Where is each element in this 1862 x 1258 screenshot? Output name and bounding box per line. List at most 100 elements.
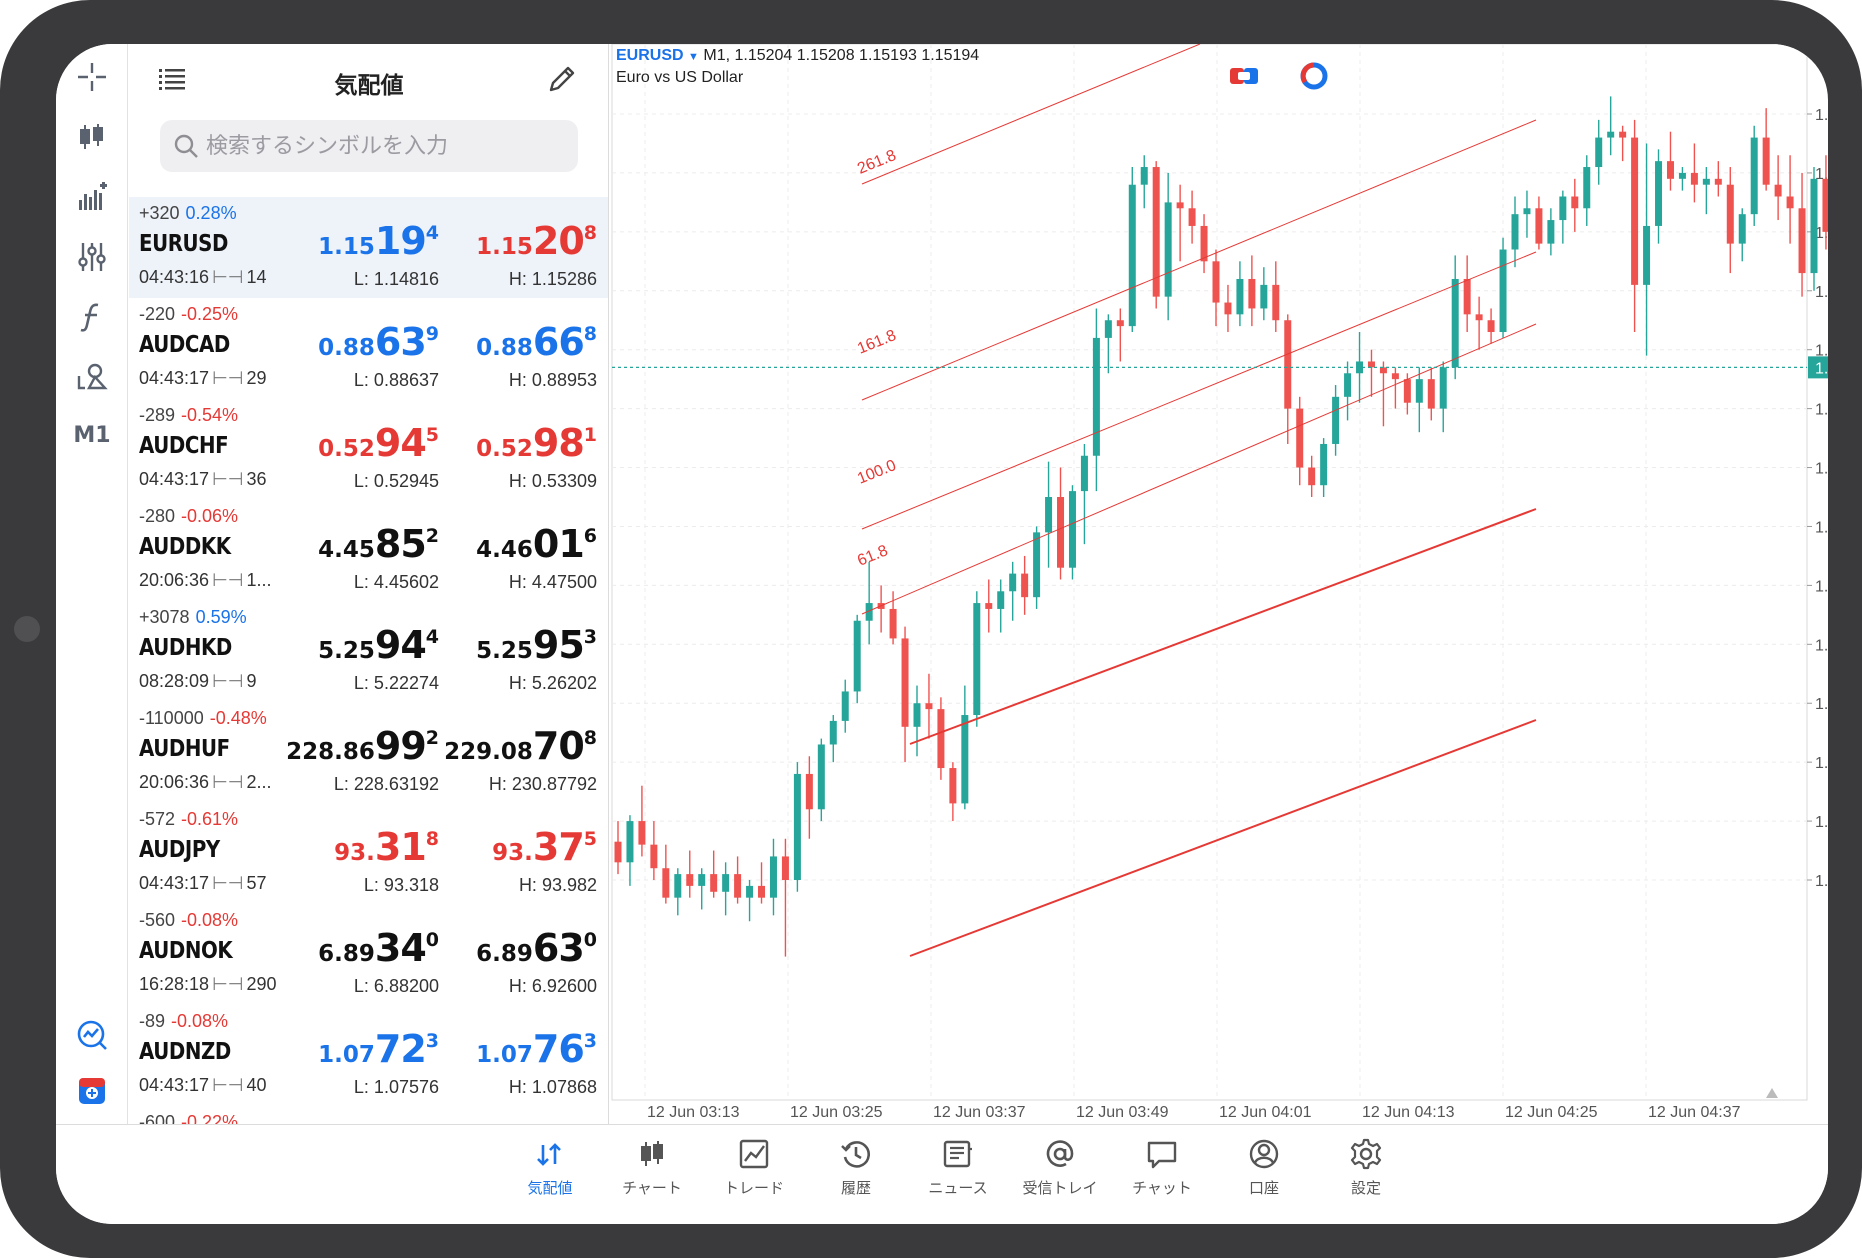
bid-price[interactable]: 0.88639 [318, 320, 439, 364]
bid-price[interactable]: 93.318 [334, 825, 439, 869]
bid-price-prefix: 4.45 [318, 537, 375, 563]
list-icon[interactable] [155, 64, 189, 94]
candle-body [1045, 497, 1053, 533]
quote-row[interactable]: -560 -0.08% AUDNOK 16:28:18 ⊢⊣ 290 6.89340 6.89… [129, 904, 608, 1005]
tab-mailbox-at[interactable]: 受信トレイ [1012, 1137, 1108, 1207]
x-tick-label: 12 Jun 04:37 [1648, 1104, 1741, 1121]
bid-price[interactable]: 4.45852 [318, 522, 439, 566]
current-price-badge [1808, 356, 1828, 379]
quote-row[interactable]: -280 -0.06% AUDDKK 20:06:36 ⊢⊣ 1... 4.45852 4.4… [129, 500, 608, 601]
ask-price[interactable]: 0.52981 [476, 421, 597, 465]
candle-body [1702, 178, 1710, 185]
quote-change: -600 -0.22% [139, 1112, 238, 1124]
settings-sliders-icon[interactable] [56, 230, 128, 284]
candle-body [1068, 491, 1076, 568]
bid-price[interactable]: 1.07723 [318, 1027, 439, 1071]
tab-quotes-arrows[interactable]: 気配値 [502, 1137, 598, 1207]
quote-time: 04:43:17 ⊢⊣ 40 [139, 1075, 266, 1096]
bid-price-fraction: 4 [425, 626, 439, 648]
candle-body [1403, 379, 1411, 403]
tab-label: ニュース [928, 1180, 988, 1197]
symbol-search-box[interactable] [160, 120, 578, 172]
ask-price[interactable]: 4.46016 [476, 522, 597, 566]
quote-low: L: 1.14816 [353, 269, 439, 289]
tab-news[interactable]: ニュース [910, 1137, 1006, 1207]
ask-price[interactable]: 1.07763 [476, 1027, 597, 1071]
quote-high: H: 0.88953 [508, 370, 597, 390]
candle-body [1535, 208, 1543, 244]
function-icon[interactable] [56, 290, 128, 344]
x-tick-label: 12 Jun 04:25 [1505, 1104, 1598, 1121]
candle-body [1822, 178, 1828, 232]
quote-high: H: 1.15286 [508, 269, 597, 289]
spread-icon: ⊢⊣ [212, 368, 244, 388]
bid-price-fraction: 2 [425, 525, 439, 547]
history-clock-icon [841, 1141, 870, 1168]
bid-price-fraction: 4 [425, 222, 439, 244]
ask-price[interactable]: 229.08708 [444, 724, 597, 768]
bid-price-fraction: 9 [425, 323, 439, 345]
bid-price[interactable]: 6.89340 [318, 926, 439, 970]
candlestick-icon[interactable] [56, 110, 128, 164]
current-price-label: 1.15194 [1815, 360, 1828, 377]
bid-price[interactable]: 0.52945 [318, 421, 439, 465]
quote-row[interactable]: +320 0.28% EURUSD 04:43:16 ⊢⊣ 14 1.15194 1.1520… [129, 197, 608, 298]
y-tick-label: 1.15020 [1815, 873, 1828, 890]
tab-settings-gear[interactable]: 設定 [1318, 1137, 1414, 1207]
depth-of-market-icon[interactable] [1296, 58, 1332, 94]
candle-body [769, 856, 777, 898]
quote-high: H: 4.47500 [508, 572, 597, 592]
ask-price[interactable]: 1.15208 [476, 219, 597, 263]
quote-change: -89 -0.08% [139, 1011, 228, 1032]
spread-icon: ⊢⊣ [212, 1075, 244, 1095]
tab-trade-graph[interactable]: トレード [706, 1137, 802, 1207]
quote-row[interactable]: -289 -0.54% AUDCHF 04:43:17 ⊢⊣ 36 0.52945 0.529… [129, 399, 608, 500]
quote-row[interactable]: -220 -0.25% AUDCAD 04:43:17 ⊢⊣ 29 0.88639 0.886… [129, 298, 608, 399]
bid-price[interactable]: 5.25944 [318, 623, 439, 667]
candle-body [1104, 320, 1112, 338]
symbol-dropdown-icon[interactable]: ▼ [688, 51, 699, 63]
candle-body [781, 856, 789, 880]
ask-price[interactable]: 93.375 [492, 825, 597, 869]
chart-area[interactable]: 1.152801.152601.152401.152201.152001.151… [610, 44, 1828, 1124]
bid-price[interactable]: 228.86992 [286, 724, 439, 768]
tab-chart-candles[interactable]: チャート [604, 1137, 700, 1207]
candle-body [865, 603, 873, 621]
crosshair-icon[interactable] [56, 50, 128, 104]
quote-change-points: -110000 [139, 708, 204, 728]
tab-chat-bubble[interactable]: チャット [1114, 1137, 1210, 1207]
ask-price[interactable]: 0.88668 [476, 320, 597, 364]
timeframe-button[interactable]: M1 [73, 422, 111, 448]
objects-icon[interactable] [56, 350, 128, 404]
quote-row[interactable]: -110000 -0.48% AUDHUF 20:06:36 ⊢⊣ 2... 228.869… [129, 702, 608, 803]
ask-price-prefix: 6.89 [476, 941, 533, 967]
bid-price-prefix: 1.07 [318, 1042, 375, 1068]
ask-price-prefix: 1.07 [476, 1042, 533, 1068]
tab-account-person[interactable]: 口座 [1216, 1137, 1312, 1207]
quote-row[interactable]: +3078 0.59% AUDHKD 08:28:09 ⊢⊣ 9 5.25944 5.2595… [129, 601, 608, 702]
quote-row[interactable]: -572 -0.61% AUDJPY 04:43:17 ⊢⊣ 57 93.318 93.375… [129, 803, 608, 904]
quote-row[interactable]: -89 -0.08% AUDNZD 04:43:17 ⊢⊣ 40 1.07723 1.0776… [129, 1005, 608, 1106]
ask-price[interactable]: 5.25953 [476, 623, 597, 667]
ask-price-prefix: 93. [492, 840, 533, 866]
candle-body [1427, 379, 1435, 409]
price-chart[interactable]: 1.152801.152601.152401.152201.152001.151… [610, 44, 1828, 1124]
quote-row[interactable]: -600 -0.22% [129, 1106, 608, 1124]
bid-price[interactable]: 1.15194 [318, 219, 439, 263]
one-click-panel-icon[interactable] [1226, 58, 1262, 94]
mailbox-at-icon [1046, 1140, 1074, 1167]
symbol-search-input[interactable] [206, 133, 566, 159]
edit-pencil-icon[interactable] [545, 62, 579, 96]
chart-info-line: EURUSD ▼ M1, 1.15204 1.15208 1.15193 1.1… [616, 47, 979, 65]
ask-price-pips: 01 [532, 522, 585, 566]
trade-chart-icon[interactable] [56, 1008, 128, 1062]
chart-symbol[interactable]: EURUSD [616, 47, 684, 64]
one-click-trading-icon[interactable] [56, 1064, 128, 1118]
indicator-bars-icon[interactable] [56, 170, 128, 224]
candle-body [1367, 361, 1375, 368]
quote-change-points: -89 [139, 1011, 166, 1031]
tab-history-clock[interactable]: 履歴 [808, 1137, 904, 1207]
scroll-end-icon [1766, 1088, 1778, 1098]
quote-spread: 290 [246, 974, 277, 994]
ask-price[interactable]: 6.89630 [476, 926, 597, 970]
